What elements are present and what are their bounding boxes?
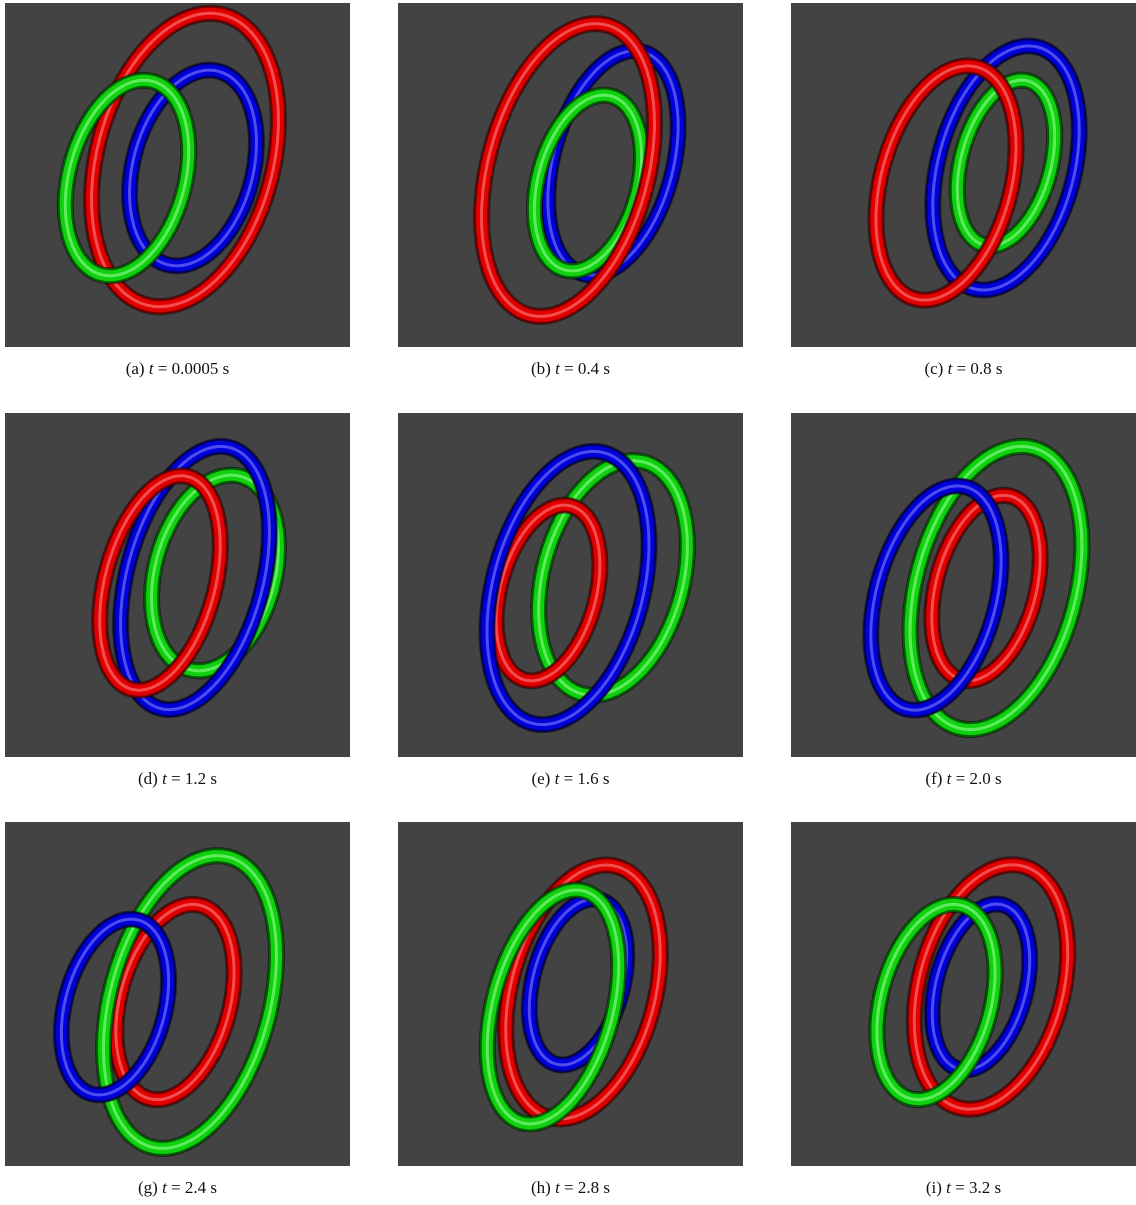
caption-text: = 0.8 s	[957, 359, 1003, 378]
caption-text: = 2.0 s	[956, 769, 1002, 788]
caption-variable: t	[555, 769, 560, 788]
caption-label: (i)	[926, 1178, 942, 1197]
caption-label: (h)	[531, 1178, 551, 1197]
caption-variable: t	[948, 359, 953, 378]
caption-variable: t	[162, 769, 167, 788]
caption-text: = 2.8 s	[564, 1178, 610, 1197]
caption-text: = 1.2 s	[171, 769, 217, 788]
caption-label: (a)	[126, 359, 145, 378]
caption: (g) t = 2.4 s	[5, 1178, 350, 1198]
caption-label: (d)	[138, 769, 158, 788]
caption: (b) t = 0.4 s	[398, 359, 743, 379]
caption-label: (f)	[925, 769, 942, 788]
render-panel	[398, 413, 743, 757]
caption-variable: t	[149, 359, 154, 378]
caption: (c) t = 0.8 s	[791, 359, 1136, 379]
render	[791, 3, 1136, 347]
caption: (e) t = 1.6 s	[398, 769, 743, 789]
figure: (a) t = 0.0005 s (b) t = 0.4 s (c) t = 0.8…	[0, 0, 1136, 1205]
render-panel	[398, 822, 743, 1166]
torus	[74, 836, 306, 1166]
caption-label: (g)	[138, 1178, 158, 1197]
caption-label: (c)	[924, 359, 943, 378]
caption-variable: t	[555, 1178, 560, 1197]
render-panel	[791, 413, 1136, 757]
torus	[452, 4, 684, 335]
caption-text: = 1.6 s	[564, 769, 610, 788]
render	[5, 822, 350, 1166]
caption: (f) t = 2.0 s	[791, 769, 1136, 789]
render	[5, 413, 350, 757]
render	[398, 822, 743, 1166]
caption-label: (b)	[531, 359, 551, 378]
render-panel	[5, 413, 350, 757]
render-panel	[5, 3, 350, 347]
caption-text: = 0.0005 s	[158, 359, 229, 378]
caption: (i) t = 3.2 s	[791, 1178, 1136, 1198]
render-panel	[791, 822, 1136, 1166]
caption-variable: t	[555, 359, 560, 378]
render-panel	[5, 822, 350, 1166]
caption: (h) t = 2.8 s	[398, 1178, 743, 1198]
caption-variable: t	[947, 769, 952, 788]
caption-text: = 2.4 s	[171, 1178, 217, 1197]
caption-variable: t	[946, 1178, 951, 1197]
render	[398, 3, 743, 347]
caption-text: = 3.2 s	[955, 1178, 1001, 1197]
render	[398, 413, 743, 757]
render-panel	[791, 3, 1136, 347]
caption-text: = 0.4 s	[564, 359, 610, 378]
caption-label: (e)	[531, 769, 550, 788]
caption: (a) t = 0.0005 s	[5, 359, 350, 379]
render	[791, 413, 1136, 757]
render-panel	[398, 3, 743, 347]
caption: (d) t = 1.2 s	[5, 769, 350, 789]
caption-variable: t	[162, 1178, 167, 1197]
render	[5, 3, 350, 347]
render	[791, 822, 1136, 1166]
